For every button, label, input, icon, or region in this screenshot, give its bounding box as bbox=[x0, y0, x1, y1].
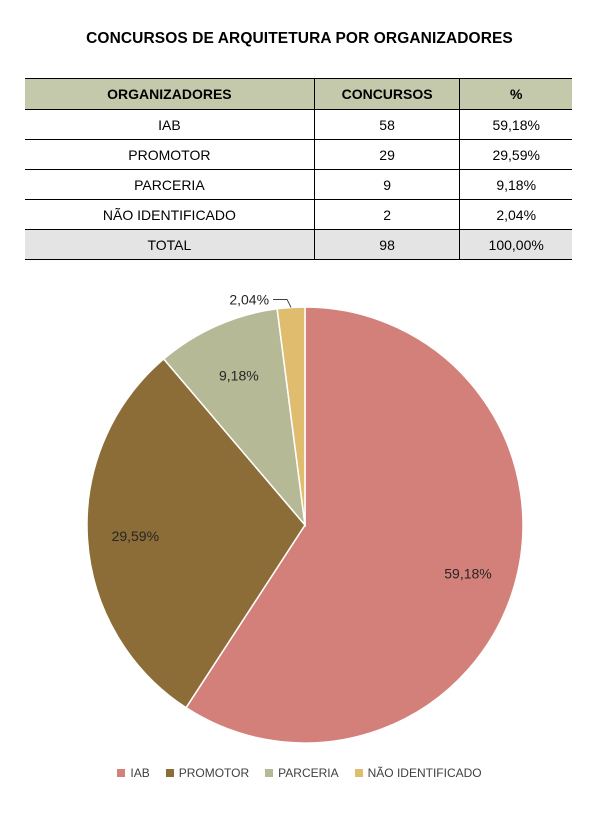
cell-percent: 9,18% bbox=[459, 169, 572, 200]
legend-swatch bbox=[265, 769, 274, 777]
legend-item: PROMOTOR bbox=[165, 766, 250, 780]
legend-swatch bbox=[165, 769, 174, 777]
pie-chart: 59,18% 29,59% 9,18% 2,04% bbox=[86, 291, 524, 744]
chart-legend: IAB PROMOTOR PARCERIA NÃO IDENTIFICADO bbox=[0, 766, 599, 780]
header-percent: % bbox=[459, 78, 572, 110]
chart-title: CONCURSOS DE ARQUITETURA POR ORGANIZADOR… bbox=[86, 30, 513, 47]
cell-percent: 29,59% bbox=[459, 139, 572, 170]
legend-label: PROMOTOR bbox=[178, 766, 250, 780]
pie-slice-promotor bbox=[86, 357, 306, 709]
table-row: NÃO IDENTIFICADO 2 2,04% bbox=[25, 199, 572, 230]
data-label: 2,04% bbox=[229, 291, 269, 307]
data-label: 29,59% bbox=[112, 528, 159, 544]
legend-label: NÃO IDENTIFICADO bbox=[367, 766, 482, 780]
legend-item: PARCERIA bbox=[265, 766, 339, 780]
legend-item: IAB bbox=[117, 766, 150, 780]
header-concursos: CONCURSOS bbox=[313, 78, 461, 110]
table-header-row: ORGANIZADORES CONCURSOS % bbox=[25, 78, 572, 110]
organizers-table: ORGANIZADORES CONCURSOS % IAB 58 59,18% … bbox=[25, 78, 572, 260]
cell-total-percent: 100,00% bbox=[459, 229, 572, 260]
legend-swatch bbox=[117, 769, 126, 777]
cell-total-count: 98 bbox=[313, 229, 461, 260]
cell-percent: 59,18% bbox=[459, 109, 572, 140]
table-row: PROMOTOR 29 29,59% bbox=[25, 139, 572, 170]
cell-percent: 2,04% bbox=[459, 199, 572, 230]
data-label: 59,18% bbox=[444, 565, 491, 581]
leader-line bbox=[273, 298, 292, 308]
cell-count: 58 bbox=[313, 109, 461, 140]
legend-swatch bbox=[354, 769, 363, 777]
header-organizadores: ORGANIZADORES bbox=[25, 78, 315, 110]
legend-label: IAB bbox=[130, 766, 150, 780]
pie-slice-parceria bbox=[162, 307, 307, 528]
pie-slice-iab bbox=[185, 306, 524, 744]
cell-organizer: PARCERIA bbox=[25, 169, 315, 200]
cell-organizer: IAB bbox=[25, 109, 315, 140]
legend-item: NÃO IDENTIFICADO bbox=[354, 766, 482, 780]
cell-count: 29 bbox=[313, 139, 461, 170]
table-row: PARCERIA 9 9,18% bbox=[25, 169, 572, 200]
cell-organizer: PROMOTOR bbox=[25, 139, 315, 170]
cell-organizer: NÃO IDENTIFICADO bbox=[25, 199, 315, 230]
data-label: 9,18% bbox=[219, 367, 259, 383]
table-row: IAB 58 59,18% bbox=[25, 109, 572, 140]
legend-label: PARCERIA bbox=[278, 766, 339, 780]
table-total-row: TOTAL 98 100,00% bbox=[25, 229, 572, 260]
cell-count: 2 bbox=[313, 199, 461, 230]
cell-total-label: TOTAL bbox=[25, 229, 315, 260]
cell-count: 9 bbox=[313, 169, 461, 200]
